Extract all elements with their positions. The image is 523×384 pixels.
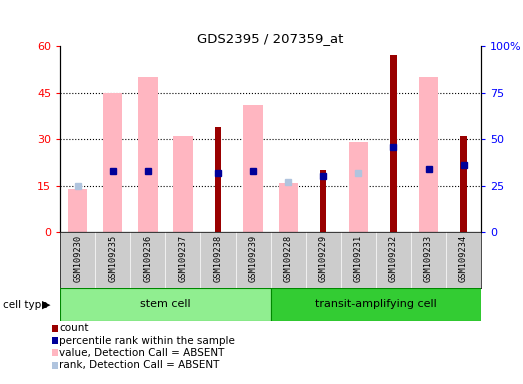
Bar bbox=[349, 142, 368, 232]
Bar bbox=[460, 136, 467, 232]
Text: count: count bbox=[60, 323, 89, 333]
Text: GSM109229: GSM109229 bbox=[319, 235, 328, 282]
Title: GDS2395 / 207359_at: GDS2395 / 207359_at bbox=[198, 32, 344, 45]
Text: GSM109237: GSM109237 bbox=[178, 235, 187, 282]
Bar bbox=[215, 127, 221, 232]
Bar bbox=[68, 189, 87, 232]
Text: cell type: cell type bbox=[3, 300, 47, 310]
Text: GSM109228: GSM109228 bbox=[283, 235, 293, 282]
Text: GSM109234: GSM109234 bbox=[459, 235, 468, 282]
Text: value, Detection Call = ABSENT: value, Detection Call = ABSENT bbox=[60, 348, 225, 358]
Text: GSM109233: GSM109233 bbox=[424, 235, 433, 282]
Text: GSM109238: GSM109238 bbox=[213, 235, 222, 282]
Text: GSM109239: GSM109239 bbox=[248, 235, 258, 282]
Text: stem cell: stem cell bbox=[140, 299, 191, 310]
Bar bbox=[419, 77, 438, 232]
Text: GSM109231: GSM109231 bbox=[354, 235, 363, 282]
Text: GSM109232: GSM109232 bbox=[389, 235, 398, 282]
Bar bbox=[138, 77, 157, 232]
Bar bbox=[390, 55, 396, 232]
Text: rank, Detection Call = ABSENT: rank, Detection Call = ABSENT bbox=[60, 360, 220, 370]
Bar bbox=[173, 136, 192, 232]
Bar bbox=[320, 170, 326, 232]
Text: GSM109236: GSM109236 bbox=[143, 235, 152, 282]
Bar bbox=[279, 183, 298, 232]
Bar bbox=[271, 288, 481, 321]
Text: percentile rank within the sample: percentile rank within the sample bbox=[60, 336, 235, 346]
Bar bbox=[244, 105, 263, 232]
Text: transit-amplifying cell: transit-amplifying cell bbox=[315, 299, 437, 310]
Bar bbox=[103, 93, 122, 232]
Text: GSM109230: GSM109230 bbox=[73, 235, 82, 282]
Bar bbox=[60, 288, 271, 321]
Text: GSM109235: GSM109235 bbox=[108, 235, 117, 282]
Text: ▶: ▶ bbox=[42, 300, 50, 310]
